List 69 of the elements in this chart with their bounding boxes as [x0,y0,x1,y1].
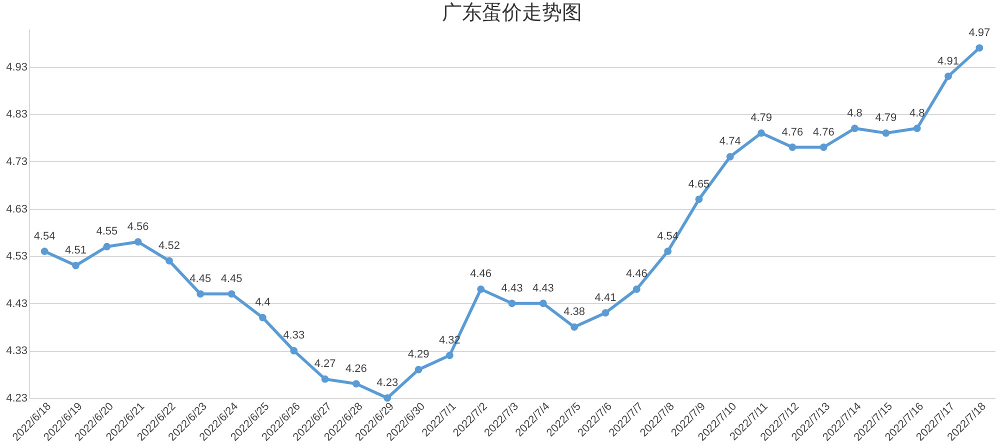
point [695,196,703,204]
data-label: 4.79 [875,112,897,124]
point [539,300,547,308]
data-label: 4.55 [96,226,118,238]
data-label: 4.46 [626,268,648,280]
data-label: 4.41 [594,292,616,304]
data-label: 4.27 [314,358,336,370]
point [134,238,142,246]
data-label: 4.38 [564,306,586,318]
data-label: 4.45 [220,272,242,285]
data-label: 4.91 [938,55,959,68]
point [72,262,80,270]
data-label: 4.74 [719,136,741,148]
data-label: 4.97 [968,26,990,39]
data-label: 4.45 [190,272,212,285]
point [352,380,360,388]
data-label: 4.4 [255,296,270,309]
data-label: 4.46 [470,268,492,280]
data-label: 4.56 [127,220,149,233]
y-tick-label: 4.23 [6,392,28,404]
point [944,72,952,80]
point [103,242,111,250]
point [290,346,298,354]
point [632,285,640,293]
point [726,153,734,160]
point [602,309,610,317]
data-label: 4.76 [812,126,834,138]
point [820,144,828,151]
data-label: 4.8 [909,107,925,120]
data-label: 4.23 [376,377,398,389]
data-label: 4.29 [408,348,430,361]
y-tick-label: 4.53 [6,250,28,263]
point [166,257,173,265]
data-label: 4.26 [345,362,367,375]
point [882,129,890,137]
point [384,394,392,402]
data-label: 4.33 [283,330,305,342]
point [913,124,921,132]
point [851,124,858,132]
data-label: 4.43 [501,282,523,294]
point [446,352,454,360]
chart-title: 广东蛋价走势图 [442,2,582,24]
point [758,129,765,137]
data-label: 4.43 [532,282,554,294]
data-label: 4.8 [847,107,862,120]
point [788,144,796,151]
data-label: 4.65 [688,178,710,190]
data-label: 4.51 [65,244,86,257]
point [477,285,485,293]
data-label: 4.79 [750,112,772,124]
y-tick-label: 4.93 [6,61,28,74]
point [40,248,48,256]
y-tick-label: 4.33 [6,345,28,358]
point [228,290,236,298]
y-tick-label: 4.63 [6,203,28,216]
point [321,375,329,383]
point [259,314,266,322]
point [976,44,984,52]
point [508,300,516,308]
y-tick-label: 4.73 [6,156,28,168]
y-tick-label: 4.83 [6,108,28,121]
point [570,323,578,331]
point [664,248,672,256]
data-label: 4.76 [782,126,804,138]
data-label: 4.52 [158,240,180,252]
point [414,366,422,374]
y-tick-label: 4.43 [6,298,28,310]
point [196,290,204,298]
data-label: 4.54 [34,230,56,242]
